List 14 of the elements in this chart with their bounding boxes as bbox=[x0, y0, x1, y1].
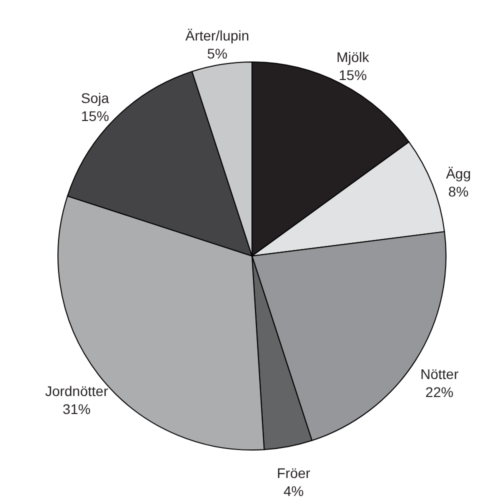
slice-label: Ägg bbox=[446, 165, 471, 182]
data-label: 22% bbox=[425, 384, 454, 400]
slice-label: Nötter bbox=[420, 366, 459, 382]
slice-label: Ärter/lupin bbox=[185, 28, 250, 44]
slice-label: Mjölk bbox=[336, 49, 370, 66]
slice-label: Fröer bbox=[276, 465, 311, 482]
data-label: 31% bbox=[62, 401, 91, 418]
data-label: 5% bbox=[207, 46, 228, 62]
slice-label: Jordnötter bbox=[45, 383, 108, 400]
slice-label: Soja bbox=[81, 90, 110, 106]
data-label: 8% bbox=[448, 183, 469, 200]
data-label: 15% bbox=[81, 108, 110, 124]
data-label: 4% bbox=[283, 483, 304, 498]
data-label: 15% bbox=[338, 67, 367, 84]
